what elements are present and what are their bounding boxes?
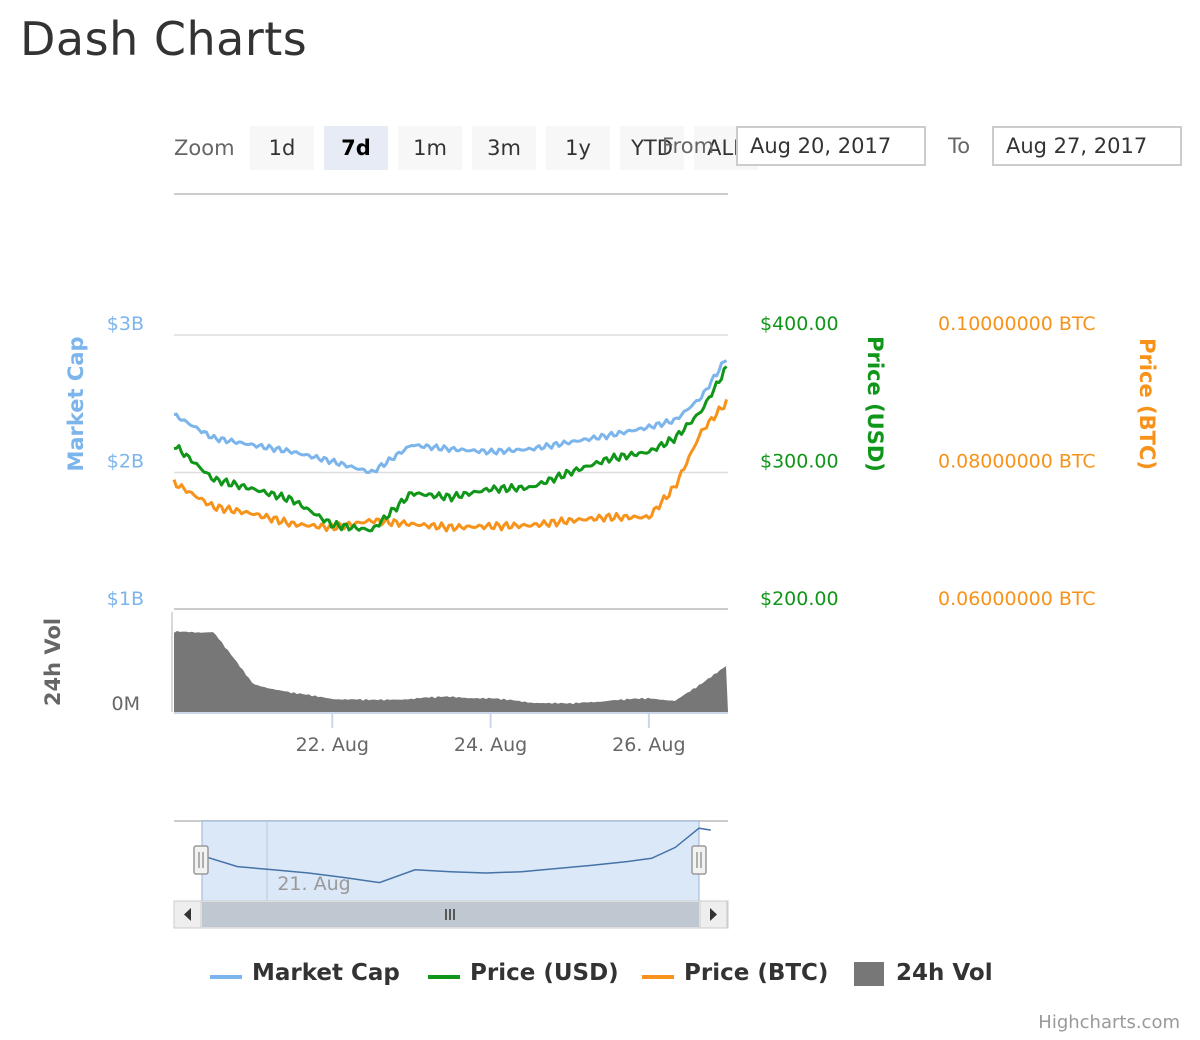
navigator-right-handle[interactable] — [691, 845, 707, 875]
from-label: From — [662, 134, 715, 158]
zoom-ytd-button[interactable]: YTD — [620, 126, 684, 170]
x-tick-label: 24. Aug — [454, 734, 527, 756]
price-btc-tick-label: 0.06000000 BTC — [938, 588, 1096, 610]
legend-label: Market Cap — [252, 960, 400, 986]
navigator[interactable]: 21. Aug — [174, 820, 728, 902]
zoom-7d-button[interactable]: 7d — [324, 126, 388, 170]
price-usd-axis-title: Price (USD) — [863, 336, 887, 472]
price-btc-tick-label: 0.08000000 BTC — [938, 451, 1096, 473]
zoom-label: Zoom — [174, 136, 235, 160]
zoom-1m-button[interactable]: 1m — [398, 126, 462, 170]
scrollbar-left-arrow[interactable] — [173, 900, 202, 929]
navigator-series-line — [201, 827, 711, 884]
volume-axis-title: 24h Vol — [41, 618, 65, 706]
legend-label: Price (USD) — [470, 960, 619, 986]
x-tick-label: 22. Aug — [296, 734, 369, 756]
zoom-1d-button[interactable]: 1d — [250, 126, 314, 170]
legend-square-icon — [854, 962, 884, 986]
price-usd-tick-label: $200.00 — [760, 588, 839, 610]
to-date-input[interactable] — [992, 126, 1182, 166]
zoom-1y-button[interactable]: 1y — [546, 126, 610, 170]
legend-line-icon — [210, 975, 242, 979]
volume-series — [174, 631, 728, 712]
price-usd-line — [173, 365, 728, 533]
zoom-3m-button[interactable]: 3m — [472, 126, 536, 170]
main-grid — [174, 334, 728, 610]
price-usd-tick-label: $300.00 — [760, 451, 839, 473]
market-cap-tick-label: $2B — [107, 451, 144, 473]
axis-ticks: $3B $2B $1B $400.00 $300.00 $200.00 0.10000000… — [107, 313, 1096, 756]
scrollbar-right-arrow[interactable] — [699, 900, 728, 929]
legend-label: 24h Vol — [896, 960, 993, 986]
market-cap-axis-title: Market Cap — [64, 336, 88, 471]
x-tick-label: 26. Aug — [612, 734, 685, 756]
page-title: Dash Charts — [20, 12, 308, 66]
from-date-input[interactable] — [736, 126, 926, 166]
chart-area: $3B $2B $1B $400.00 $300.00 $200.00 0.10000000… — [41, 193, 1159, 929]
credits-link[interactable]: Highcharts.com — [1038, 1012, 1180, 1033]
legend: Market Cap Price (USD) Price (BTC) 24h V… — [0, 958, 1200, 994]
navigator-left-handle[interactable] — [193, 845, 209, 875]
price-btc-tick-label: 0.10000000 BTC — [938, 313, 1096, 335]
legend-line-icon — [642, 975, 674, 979]
volume-area — [174, 631, 728, 712]
navigator-tick-label: 21. Aug — [277, 873, 350, 895]
volume-tick-label: 0M — [112, 693, 140, 715]
market-cap-tick-label: $1B — [107, 588, 144, 610]
scrollbar[interactable] — [173, 900, 729, 929]
price-series — [172, 359, 728, 533]
legend-line-icon — [428, 975, 460, 979]
price-btc-line — [172, 399, 728, 533]
legend-label: Price (BTC) — [684, 960, 829, 986]
price-btc-axis-title: Price (BTC) — [1135, 338, 1159, 470]
market-cap-line — [173, 359, 728, 474]
to-label: To — [948, 134, 971, 158]
price-usd-tick-label: $400.00 — [760, 313, 839, 335]
market-cap-tick-label: $3B — [107, 313, 144, 335]
